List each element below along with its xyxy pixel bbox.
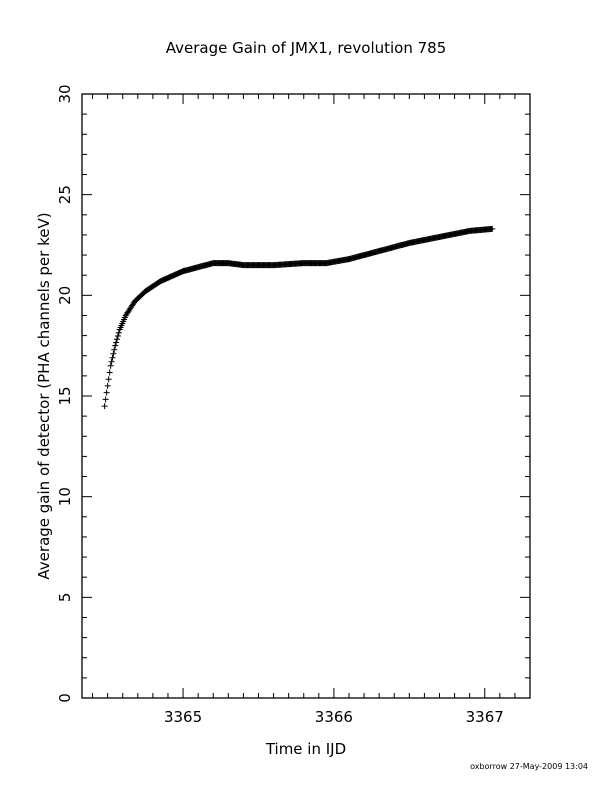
data-point xyxy=(104,382,111,389)
data-point xyxy=(113,339,120,346)
chart-title: Average Gain of JMX1, revolution 785 xyxy=(166,39,447,57)
data-point xyxy=(102,396,109,403)
data-point xyxy=(109,354,116,361)
data-point xyxy=(112,342,119,349)
plot-frame xyxy=(81,93,531,699)
data-point xyxy=(101,403,108,410)
data-point xyxy=(115,329,122,336)
data-point xyxy=(106,369,113,376)
data-point xyxy=(103,389,110,396)
y-tick-label: 0 xyxy=(56,693,74,703)
y-tick-label: 30 xyxy=(56,84,74,103)
y-axis-label: Average gain of detector (PHA channels p… xyxy=(35,212,53,579)
data-point xyxy=(111,346,118,353)
x-tick-label: 3365 xyxy=(164,708,202,726)
data-point xyxy=(107,362,114,369)
y-tick-label: 15 xyxy=(56,386,74,405)
y-tick-label: 20 xyxy=(56,286,74,305)
y-tick-labels: 0 5 10 15 20 25 30 xyxy=(56,84,74,702)
data-point xyxy=(108,358,115,365)
data-points xyxy=(101,225,496,410)
x-tick-label: 3367 xyxy=(466,708,504,726)
y-tick-label: 10 xyxy=(56,487,74,506)
y-tick-label: 5 xyxy=(56,593,74,603)
data-point xyxy=(489,225,496,232)
data-point xyxy=(113,336,120,343)
x-axis-label: Time in IJD xyxy=(265,740,346,758)
y-tick-label: 25 xyxy=(56,185,74,204)
data-point xyxy=(114,333,121,340)
footer-credit: oxborrow 27-May-2009 13:04 xyxy=(470,762,588,771)
x-tick-label: 3366 xyxy=(315,708,353,726)
data-point xyxy=(110,350,117,357)
x-tick-labels: 3365 3366 3367 xyxy=(164,708,504,726)
axis-ticks xyxy=(82,93,531,699)
data-point xyxy=(105,376,112,383)
